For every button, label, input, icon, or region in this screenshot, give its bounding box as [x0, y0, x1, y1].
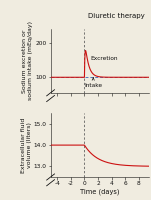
Text: Excretion: Excretion [90, 56, 118, 61]
Text: Diuretic therapy: Diuretic therapy [88, 13, 145, 19]
Y-axis label: Extracellular fluid
volume (liters): Extracellular fluid volume (liters) [21, 117, 32, 173]
X-axis label: Time (days): Time (days) [80, 189, 119, 195]
Y-axis label: Sodium excretion or
sodium intake (mEq/day): Sodium excretion or sodium intake (mEq/d… [22, 21, 33, 100]
Text: Intake: Intake [84, 78, 102, 88]
